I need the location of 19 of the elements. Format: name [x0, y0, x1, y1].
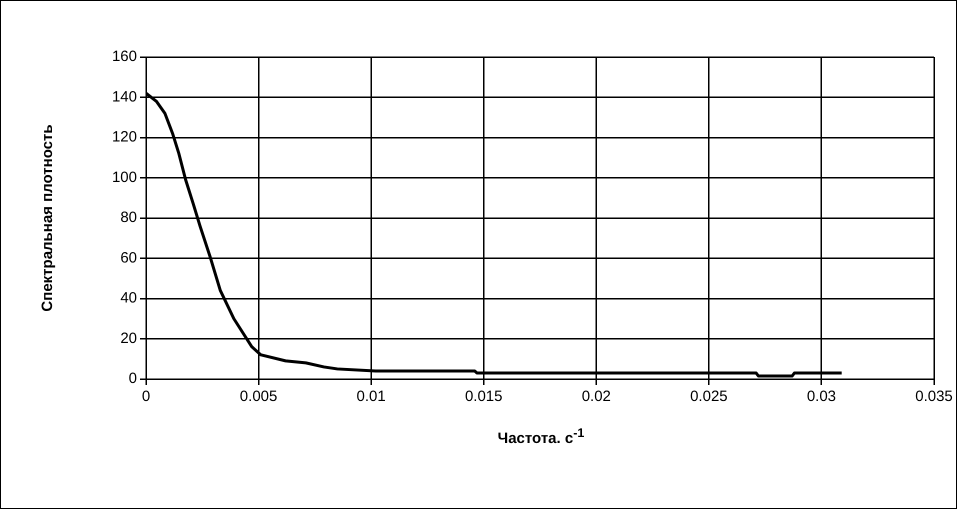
y-tick-label: 160: [112, 48, 137, 66]
x-tick-label: 0.02: [582, 388, 611, 406]
y-tick-label: 120: [112, 128, 137, 146]
x-tick-label: 0.005: [240, 388, 278, 406]
x-tick-label: 0.01: [356, 388, 386, 406]
x-tick-label: 0.035: [915, 388, 953, 406]
y-axis-title: Спектральная плотность: [39, 124, 56, 312]
x-tick-label: 0: [142, 388, 150, 406]
y-tick-label: 40: [120, 290, 137, 307]
y-tick-label: 140: [112, 88, 137, 106]
x-tick-label: 0.015: [464, 388, 502, 406]
y-tick-label: 60: [120, 249, 137, 266]
y-tick-label: 100: [112, 168, 137, 186]
y-tick-label: 0: [128, 370, 137, 388]
x-tick-label: 0.025: [690, 388, 728, 406]
y-tick-label: 80: [120, 209, 137, 226]
x-axis-title: Частота. с$^{-1}$: [496, 426, 586, 447]
y-tick-label: 20: [120, 330, 137, 347]
x-tick-label: 0.03: [806, 388, 836, 406]
